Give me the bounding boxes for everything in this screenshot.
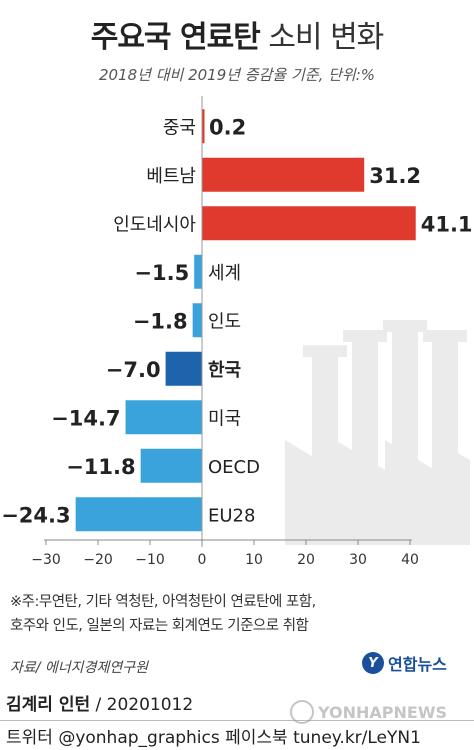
yonhap-logo-text: 연합뉴스 (388, 655, 447, 674)
bar-3 (194, 254, 202, 289)
bar-4 (192, 303, 202, 338)
credit-author: 김계리 인턴 (6, 695, 91, 715)
value-label-1: 31.2 (369, 164, 421, 188)
yonhap-logo: Y 연합뉴스 (362, 650, 447, 676)
footnote-line-1: ※주:무연탄, 기타 역청탄, 아역청탄이 연료탄에 포함, (10, 594, 316, 610)
watermark-icon (290, 700, 314, 724)
value-label-4: −1.8 (133, 309, 188, 333)
footnote: ※주:무연탄, 기타 역청탄, 아역청탄이 연료탄에 포함, 호주와 인도, 일… (10, 590, 465, 638)
category-label-6: 미국 (208, 408, 241, 429)
bar-6 (125, 400, 202, 435)
chart-title: 주요국 연료탄 소비 변화 (0, 12, 474, 56)
bar-1 (202, 157, 365, 192)
x-tick-label-4: 10 (245, 552, 263, 568)
x-tick-label-6: 30 (349, 552, 367, 568)
x-tick-label-5: 20 (297, 552, 315, 568)
value-label-8: −24.3 (1, 503, 70, 527)
value-label-6: −14.7 (51, 406, 120, 430)
bar-2 (202, 206, 416, 241)
factory-icon (285, 320, 470, 545)
category-label-8: EU28 (208, 505, 255, 526)
category-label-5: 한국 (208, 360, 241, 381)
social-line: 트위터 @yonhap_graphics 페이스북 tuney.kr/LeYN1 (0, 720, 474, 748)
value-label-5: −7.0 (106, 358, 161, 382)
category-label-2: 인도네시아 (113, 214, 196, 235)
x-tick-label-2: −10 (135, 552, 165, 568)
source-text: 자료/ 에너지경제연구원 (10, 660, 148, 676)
x-tick-label-3: 0 (198, 552, 207, 568)
value-label-0: 0.2 (209, 115, 246, 139)
category-label-1: 베트남 (146, 166, 196, 187)
bar-chart: 0.2 중국 31.2 베트남 41.1 인도네시아 −1.5 세계 −1.8 인도 −7.0 한국 −… (1, 96, 473, 568)
chart-subtitle: 2018년 대비 2019년 증감율 기준, 단위:% (98, 66, 376, 84)
x-tick-label-0: −30 (31, 552, 61, 568)
footnote-line-2: 호주와 인도, 일본의 자료는 회계연도 기준으로 취함 (10, 618, 309, 634)
watermark: YONHAPNEWS (290, 700, 447, 724)
yonhap-logo-icon: Y (362, 652, 384, 674)
credit-line: 김계리 인턴 / 20201012 (0, 690, 474, 715)
x-tick-label-1: −20 (83, 552, 113, 568)
category-label-0: 중국 (163, 117, 196, 138)
value-label-2: 41.1 (421, 212, 473, 236)
bar-7 (140, 448, 202, 483)
value-label-3: −1.5 (134, 261, 189, 285)
value-label-7: −11.8 (66, 455, 135, 479)
bar-8 (75, 497, 202, 532)
title-bold: 주요국 연료탄 (90, 20, 261, 55)
bar-0 (202, 109, 205, 144)
category-label-4: 인도 (208, 311, 241, 332)
bar-5 (165, 351, 202, 386)
watermark-text: YONHAPNEWS (318, 702, 447, 722)
category-label-3: 세계 (208, 263, 241, 284)
credit-date: / 20201012 (90, 695, 194, 715)
title-light: 소비 변화 (268, 20, 384, 55)
x-tick-label-7: 40 (401, 552, 419, 568)
category-label-7: OECD (208, 457, 260, 478)
